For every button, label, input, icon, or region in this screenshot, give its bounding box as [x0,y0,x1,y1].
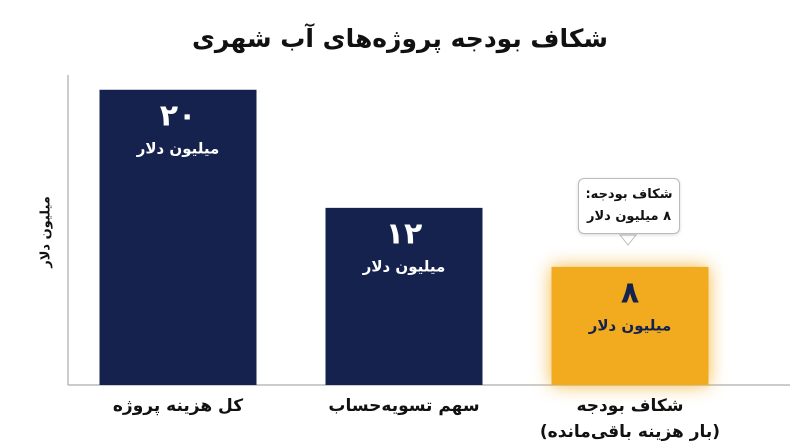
y-axis-label: میلیون دلار [39,196,54,269]
callout-pointer [618,234,638,246]
value-unit: میلیون دلار [362,257,446,275]
value-label: ۲۰ [160,98,197,133]
annotation: شکاف بودجه: ۸ میلیون دلار [578,178,680,234]
x-tick-label: کل هزینه پروژه [112,396,244,416]
bar [99,89,257,385]
value-label: ۱۲ [386,216,423,251]
value-unit: میلیون دلار [588,316,672,334]
x-tick-label: شکاف بودجه (بار هزینه باقی‌مانده) [539,396,721,442]
bar [551,266,709,385]
x-tick-label: سهم تسویه‌حساب [328,396,480,416]
bar [325,207,483,385]
chart-title: شکاف بودجه پروژه‌های آب شهری [192,23,608,54]
value-unit: میلیون دلار [136,139,220,157]
value-label: ۸ [621,275,639,310]
